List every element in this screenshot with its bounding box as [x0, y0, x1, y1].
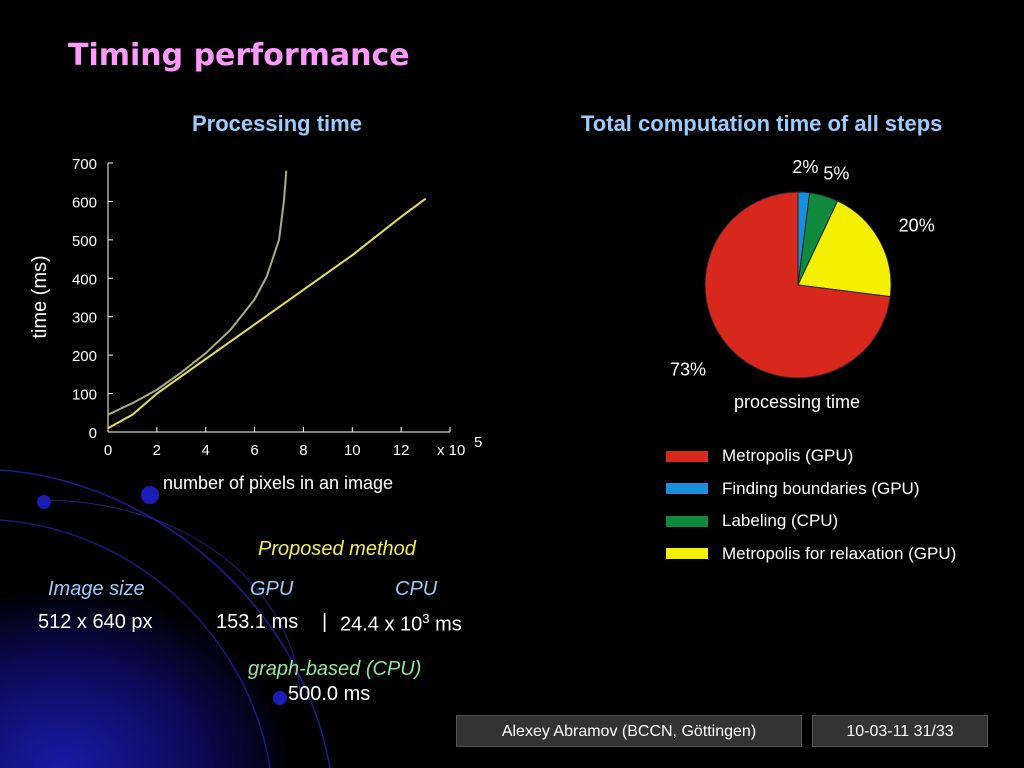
- legend-swatch: [666, 548, 708, 560]
- y-tick-label: 700: [72, 156, 97, 173]
- legend-swatch: [666, 483, 708, 495]
- y-tick-label: 100: [72, 387, 97, 404]
- gpu-header: GPU: [250, 578, 294, 600]
- x-tick-label: 12: [393, 442, 410, 459]
- series-line-2: [107, 197, 427, 430]
- y-tick-label: 300: [72, 310, 97, 327]
- cpu-time-value: 24.4 x 103 ms: [340, 611, 462, 637]
- legend-item: Finding boundaries (GPU): [666, 473, 956, 506]
- gpu-time-value: 153.1 ms: [216, 611, 299, 633]
- legend-item: Labeling (CPU): [666, 505, 956, 538]
- x-tick-label: 2: [153, 442, 161, 459]
- legend-swatch: [666, 450, 708, 462]
- footer-author: Alexey Abramov (BCCN, Göttingen): [456, 715, 802, 747]
- x-axis-label: number of pixels in an image: [163, 473, 393, 493]
- graph-based-label: graph-based (CPU): [248, 658, 422, 680]
- footer-date-page: 10-03-11 31/33: [812, 715, 988, 747]
- pie-slice-label: 20%: [899, 215, 935, 235]
- pie-slice: [704, 191, 891, 379]
- slide-title: Timing performance: [68, 38, 410, 73]
- legend-item: Metropolis (GPU): [666, 440, 956, 473]
- value-separator: |: [322, 611, 328, 633]
- image-size-value: 512 x 640 px: [38, 611, 153, 633]
- cpu-time-mantissa: 24.4 x 10: [340, 613, 423, 636]
- y-tick-label: 0: [89, 425, 97, 442]
- series-line-1: [107, 170, 288, 416]
- y-tick-label: 200: [72, 348, 97, 365]
- legend-label: Finding boundaries (GPU): [722, 478, 920, 498]
- pie-legend: Metropolis (GPU) Finding boundaries (GPU)…: [666, 440, 956, 570]
- graph-based-value: 500.0 ms: [288, 683, 371, 705]
- legend-label: Metropolis (GPU): [722, 446, 854, 466]
- image-size-header: Image size: [48, 578, 145, 600]
- x-tick-label: 6: [250, 442, 258, 459]
- cpu-time-unit: ms: [429, 613, 462, 636]
- y-tick-label: 600: [72, 194, 97, 211]
- legend-label: Labeling (CPU): [722, 511, 839, 531]
- cpu-header: CPU: [395, 578, 438, 600]
- x-tick-label: 8: [299, 442, 307, 459]
- y-tick-label: 400: [72, 271, 97, 288]
- pie-chart-title: Total computation time of all steps: [581, 111, 943, 136]
- pie-slice-label: 5%: [823, 164, 849, 184]
- x-multiplier-exponent: 5: [474, 434, 482, 451]
- x-tick-label: 0: [104, 442, 112, 459]
- proposed-method-label: Proposed method: [258, 538, 416, 560]
- pie-slice-label: 2%: [792, 157, 818, 177]
- y-axis-label: time (ms): [29, 255, 51, 338]
- legend-swatch: [666, 515, 708, 527]
- x-tick-label: 4: [202, 442, 210, 459]
- pie-slice: [797, 200, 892, 298]
- legend-item: Metropolis for relaxation (GPU): [666, 538, 956, 571]
- cpu-time-exponent: 3: [422, 611, 430, 626]
- pie-slice-label: 73%: [670, 360, 706, 380]
- x-multiplier-label: x 10: [437, 442, 465, 459]
- y-tick-label: 500: [72, 233, 97, 250]
- pie-axis-label: processing time: [734, 392, 860, 412]
- legend-label: Metropolis for relaxation (GPU): [722, 543, 957, 563]
- x-tick-label: 10: [344, 442, 361, 459]
- line-chart-title: Processing time: [192, 111, 362, 136]
